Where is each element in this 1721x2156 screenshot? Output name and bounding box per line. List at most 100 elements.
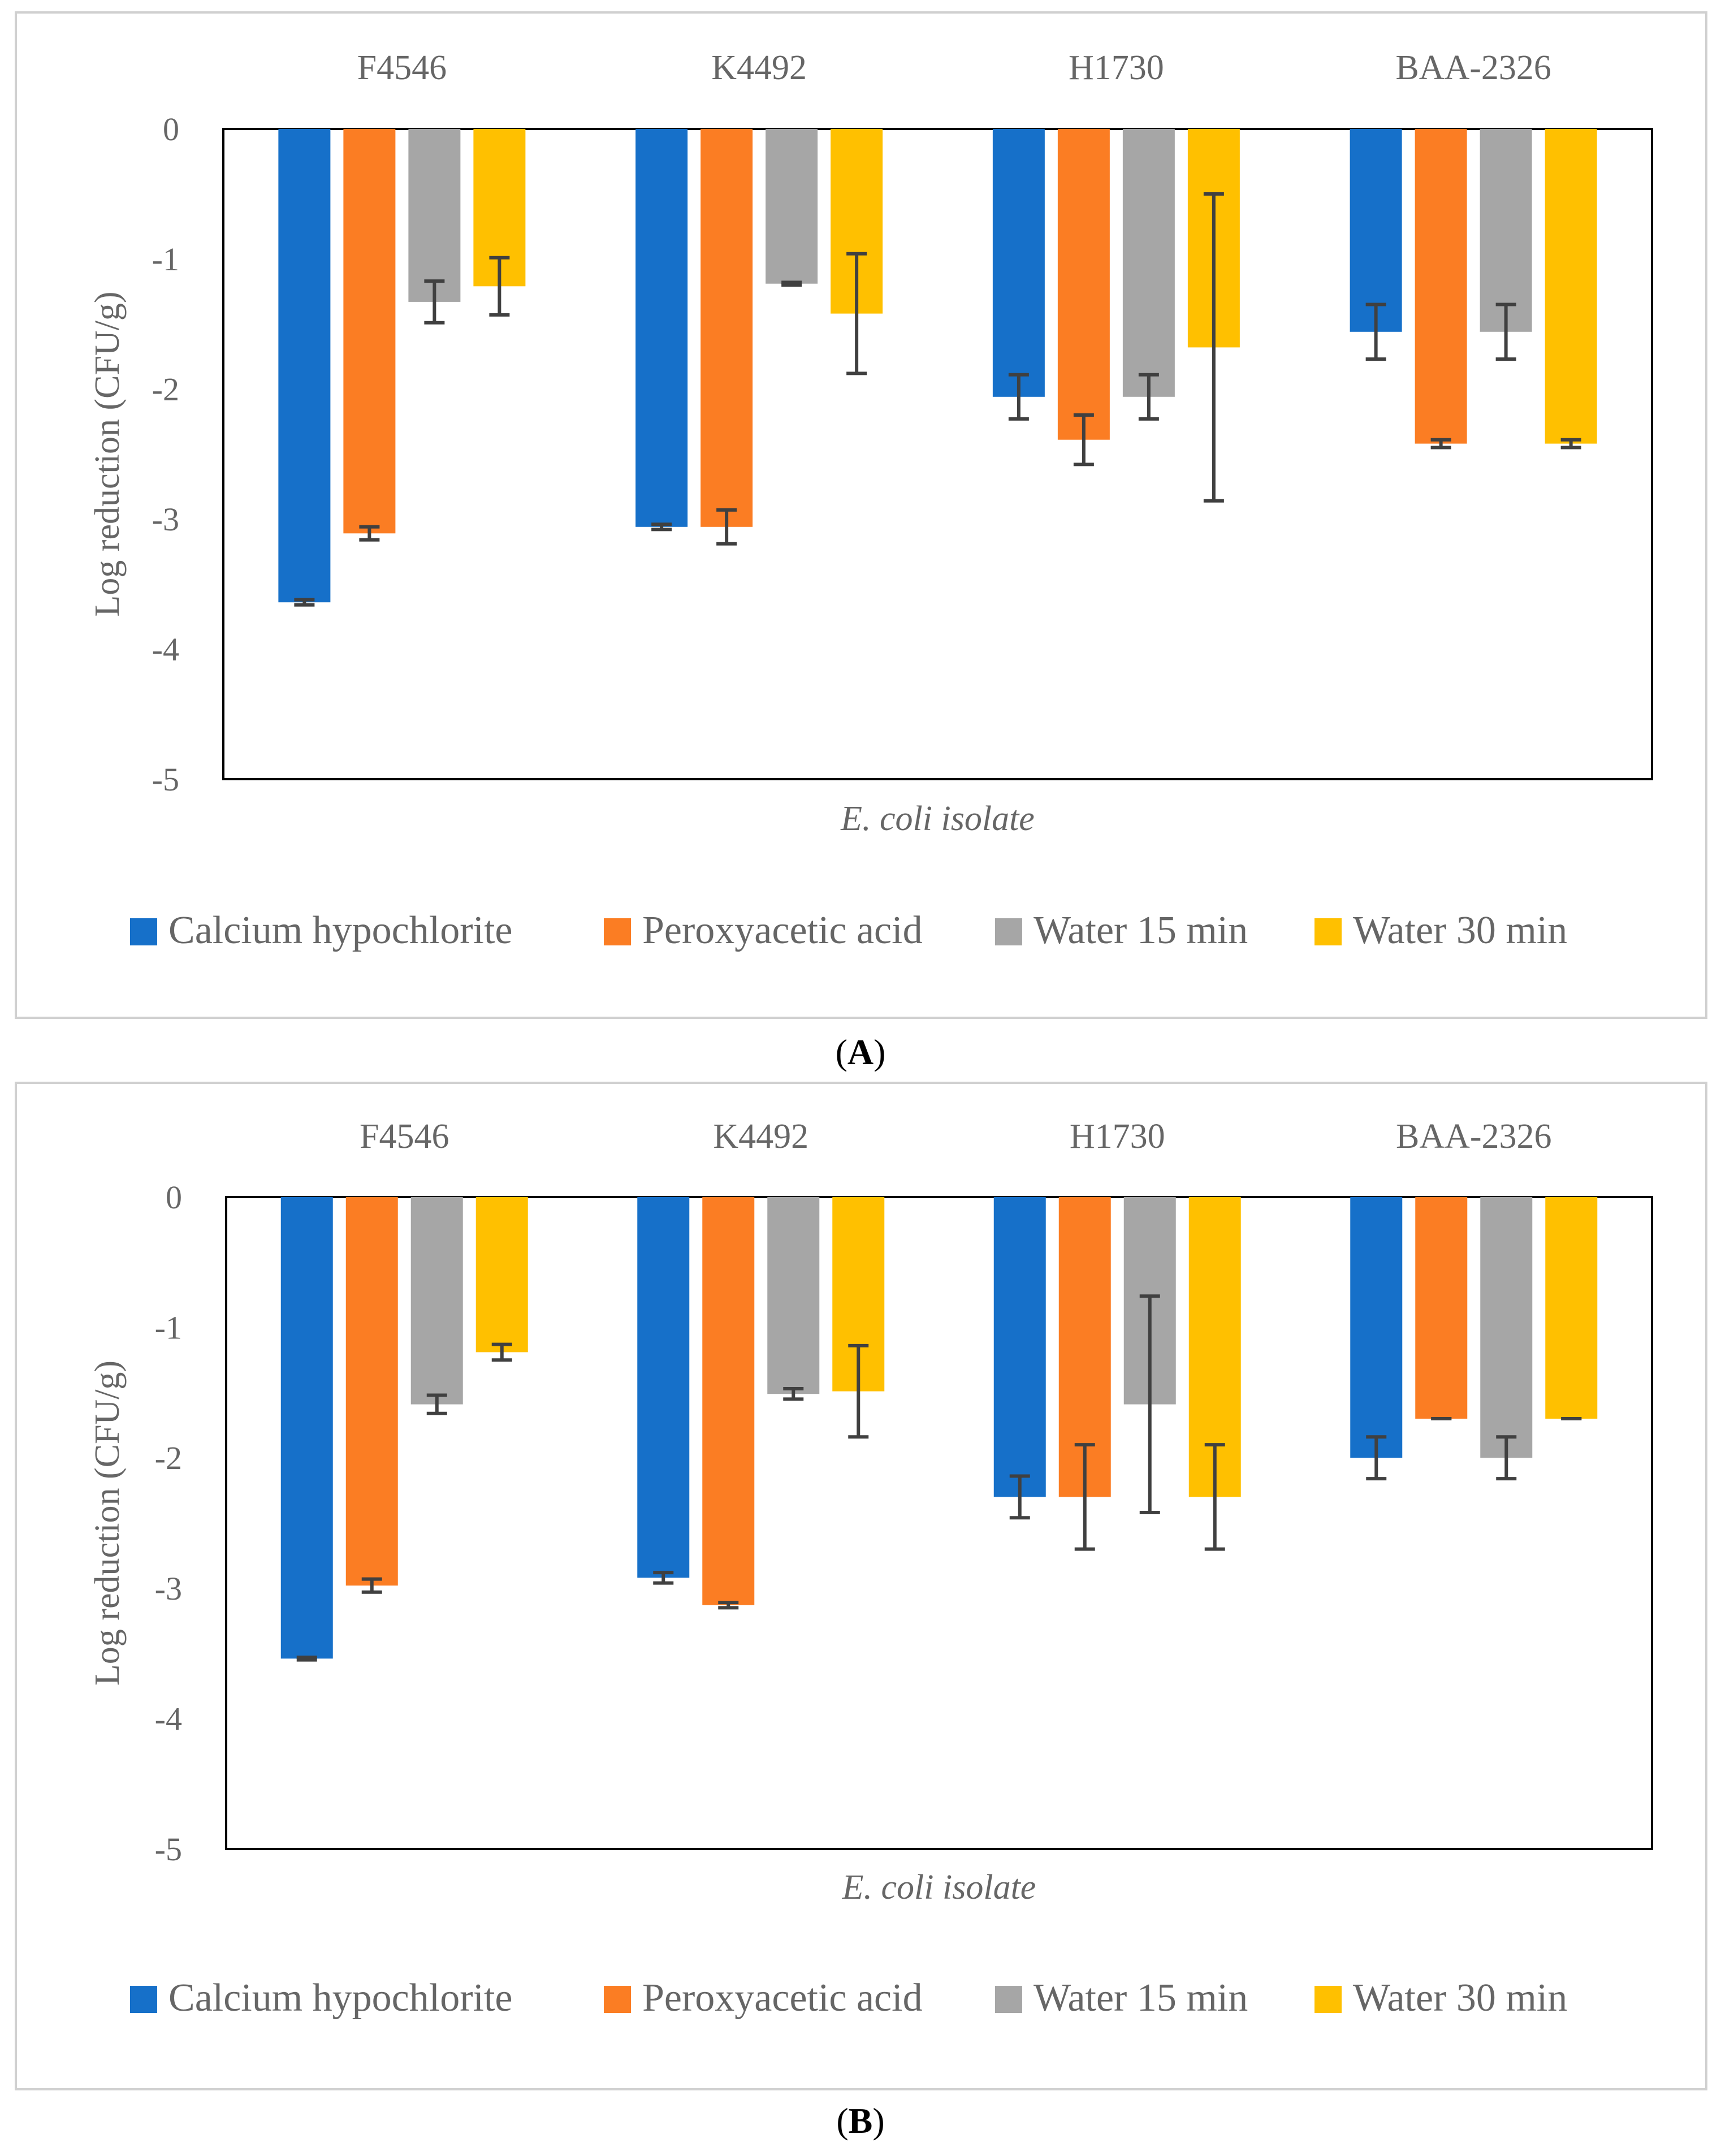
panel-b-error-bar [1366,1435,1387,1481]
panel-b-category-label: BAA-2326 [1396,1117,1552,1156]
panel-b-y-tick-label: -4 [155,1700,182,1737]
panel-b-error-bar [1139,1294,1160,1515]
panel-a-bar [408,129,461,302]
panel-b-bar [345,1197,398,1586]
panel-b-error-bar [426,1393,447,1415]
panel-b-y-tick-label: -5 [155,1831,182,1868]
panel-b-y-tick-label: 0 [166,1179,182,1216]
panel-a-bar [992,129,1045,397]
panel-a-error-bar [424,279,445,325]
panel-b-error-bar [653,1571,674,1585]
panel-b-y-tick-label: -3 [155,1570,182,1607]
panel-a-error-bar [489,256,510,317]
panel-a-y-tick-label: -3 [152,501,179,538]
panel-a-legend-swatch [130,918,157,945]
panel-b-legend-item: Calcium hypochlorite [130,1976,512,2020]
panel-b-bar [410,1197,463,1405]
panel-b-category-label: H1730 [1070,1117,1165,1156]
panel-b-error-bar [848,1343,869,1439]
panel-a-bar [700,129,753,527]
panel-a-legend-item: Water 30 min [1314,909,1567,952]
panel-b-bar [1415,1197,1468,1419]
panel-b-bar [475,1197,528,1353]
panel-b-legend-label: Calcium hypochlorite [168,1976,512,2020]
panel-b-caption: (B) [836,2101,884,2141]
panel-b-legend-swatch [130,1986,157,2013]
panel-a-error-bar [716,508,737,546]
panel-a-y-tick-label: 0 [163,111,179,148]
panel-b-error-bar [1009,1474,1030,1520]
panel-b-bar [280,1197,333,1659]
panel-a-error-bar [359,525,380,542]
panel-a-bar [1480,129,1532,332]
panel-a-x-axis-title: E. coli isolate [840,800,1035,838]
panel-a-error-bar [1203,192,1224,503]
panel-b-bar [1350,1197,1403,1458]
panel-b-y-tick-label: -2 [155,1440,182,1476]
panel-a-legend-label: Calcium hypochlorite [168,909,512,952]
panel-b-error-bar [1204,1443,1225,1551]
panel-a-bar [635,129,688,527]
panel-b-bar [767,1197,820,1394]
panel-a-error-bar [1495,303,1516,361]
panel-a-y-tick-label: -2 [152,371,179,408]
panel-b-error-bar [1074,1443,1095,1551]
panel-a-bar [1122,129,1175,397]
panel-b-error-bar [718,1601,739,1610]
panel-a-error-bar [781,280,802,287]
panel-b-bar [993,1197,1046,1497]
panel-a-legend-item: Water 15 min [995,909,1248,952]
panel-b-category-label: F4546 [360,1117,449,1156]
panel-a-bar [278,129,331,603]
panel-a-bar [343,129,396,534]
panel-b-legend-swatch [604,1986,631,2013]
panel-b-error-bar [783,1386,804,1401]
panel-a-y-tick-label: -4 [152,631,179,668]
panel-b-bar [702,1197,755,1605]
panel-b-legend-swatch [995,1986,1022,2013]
panel-a-legend-swatch [995,918,1022,945]
panel-a-error-bar [1430,438,1451,450]
panel-a-legend-item: Peroxyacetic acid [604,909,923,952]
panel-b-bar [1480,1197,1533,1458]
panel-a-error-bar [294,598,315,607]
panel-a-caption: (A) [836,1032,886,1072]
panel-a-category-label: F4546 [357,49,447,87]
panel-a-plot-area [222,128,1653,780]
panel-b-error-bar [1496,1435,1517,1481]
panel-a-category-label: BAA-2326 [1395,49,1551,87]
panel-a-y-tick-label: -1 [152,241,179,278]
panel-b-chart: 0 -1 -2 -3 -4 -5 Log reduction (CFU/g) E. coli … [88,1117,1653,2020]
panel-b-legend-label: Peroxyacetic acid [642,1976,923,2020]
panel-b-plot-area [225,1196,1653,1850]
panel-a-y-tick-label: -5 [152,761,179,798]
panel-a-category-label: H1730 [1069,49,1164,87]
panel-a-error-bar [1073,413,1094,466]
panel-a-legend-label: Water 30 min [1353,909,1567,952]
panel-b-legend-label: Water 30 min [1353,1976,1567,2020]
panel-b-bar [1545,1197,1598,1419]
panel-b-error-bar [296,1656,317,1662]
panel-a-error-bar [1008,373,1029,421]
panel-b-legend-label: Water 15 min [1034,1976,1248,2020]
panel-b-legend-item: Water 30 min [1314,1976,1567,2020]
panel-a-error-bar [846,252,867,375]
panel-b-y-tick-label: -1 [155,1310,182,1346]
panel-a-error-bar [1560,438,1581,450]
panel-a-error-bar [1138,373,1159,421]
panel-b-legend-item: Water 15 min [995,1976,1248,2020]
panel-b-bar [637,1197,690,1578]
panel-b-category-label: K4492 [713,1117,808,1156]
panel-a-legend-item: Calcium hypochlorite [130,909,512,952]
panel-b-error-bar [361,1577,382,1594]
panel-a-legend-swatch [604,918,631,945]
panel-a-error-bar [1365,303,1386,361]
panel-b-error-bar [491,1342,512,1362]
panel-b-legend-item: Peroxyacetic acid [604,1976,923,2020]
panel-a-y-axis-title: Log reduction (CFU/g) [88,291,127,616]
panel-a-category-label: K4492 [711,49,807,87]
panel-a-legend-swatch [1314,918,1342,945]
panel-a-legend-label: Water 15 min [1034,909,1248,952]
panel-b-y-axis-title: Log reduction (CFU/g) [88,1360,127,1686]
